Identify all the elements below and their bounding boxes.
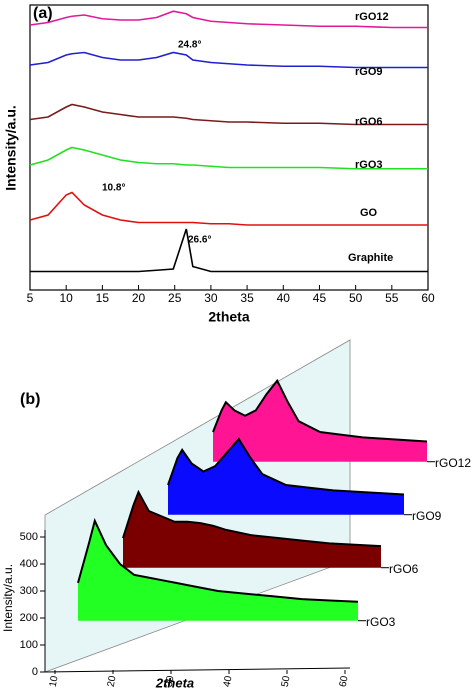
x-tick-label: 30 [164,675,177,688]
x-tick-label: 40 [277,291,291,305]
series-label: rGO3 [366,615,396,629]
x-tick-label: 10 [48,675,61,688]
panel-label: (b) [20,391,40,408]
x-tick-label: 25 [168,291,182,305]
x-tick-label: 5 [27,291,34,305]
series-area [78,520,358,621]
y-tick-label: 0 [32,666,38,678]
y-tick-label: 500 [20,531,38,543]
series-line [167,437,405,496]
series-line [29,103,428,126]
x-tick-label: 60 [338,675,351,688]
panel-label: (a) [33,5,53,22]
series-label: rGO12 [435,456,471,470]
series-area [168,439,404,515]
annotation: 26.6° [188,235,211,246]
x-axis-label: 2theta [155,675,194,690]
x-tick-label: 50 [349,291,363,305]
series-line [122,489,382,548]
x-tick-label: 30 [204,291,218,305]
series-label: rGO9 [412,509,442,523]
series-label: GO [360,207,378,219]
series-label: rGO3 [355,159,383,171]
series-label: Graphite [348,252,393,264]
x-tick-label: 60 [421,291,435,305]
series-area [123,492,381,568]
x-tick-label: 50 [280,675,293,688]
y-tick-label: 200 [20,612,38,624]
plot-frame [29,4,429,291]
x-tick-label: 55 [385,291,399,305]
x-tick-label: 35 [240,291,254,305]
y-tick-label: 100 [20,639,38,651]
series-line [30,228,428,273]
x-tick-label: 40 [222,675,235,688]
series-line [77,517,359,603]
series-line [29,146,428,170]
series-label: rGO9 [355,66,383,78]
y-axis-label: Intensity/a.u. [1,564,15,632]
x-tick-label: 45 [313,291,327,305]
series-label: rGO12 [355,11,389,23]
x-tick-label: 20 [106,675,119,688]
series-line [212,378,428,443]
y-axis-label: Intensity/a.u. [3,105,19,191]
series-line [29,10,428,29]
series-line [29,191,428,226]
y-tick-label: 300 [20,585,38,597]
y-tick-label: 400 [20,558,38,570]
series-area [213,380,427,462]
series-label: rGO6 [355,116,383,128]
series-line [29,51,428,69]
series-label: rGO6 [389,562,419,576]
x-axis-line [44,667,351,673]
x-axis-label: 2theta [208,309,249,325]
annotation: 10.8° [102,183,125,194]
annotation: 24.8° [178,40,201,51]
x-tick-label: 10 [60,291,74,305]
x-tick-label: 15 [96,291,110,305]
x-tick-label: 20 [132,291,146,305]
